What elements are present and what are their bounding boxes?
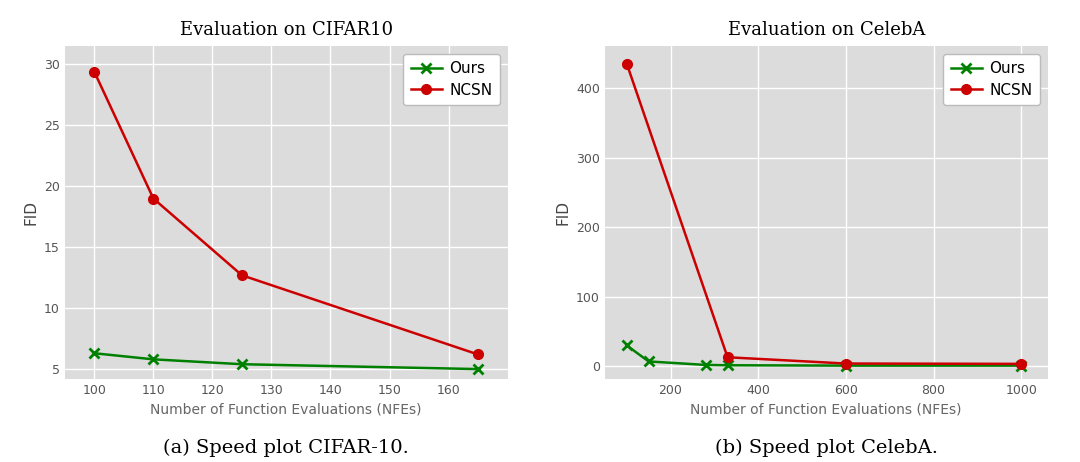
- Legend: Ours, NCSN: Ours, NCSN: [403, 54, 500, 105]
- X-axis label: Number of Function Evaluations (NFEs): Number of Function Evaluations (NFEs): [690, 402, 962, 416]
- X-axis label: Number of Function Evaluations (NFEs): Number of Function Evaluations (NFEs): [150, 402, 422, 416]
- Text: (a) Speed plot CIFAR-10.: (a) Speed plot CIFAR-10.: [163, 438, 409, 457]
- Legend: Ours, NCSN: Ours, NCSN: [943, 54, 1040, 105]
- Title: Evaluation on CIFAR10: Evaluation on CIFAR10: [179, 21, 393, 39]
- Y-axis label: FID: FID: [555, 200, 570, 225]
- Y-axis label: FID: FID: [24, 200, 39, 225]
- Text: (b) Speed plot CelebA.: (b) Speed plot CelebA.: [715, 438, 937, 457]
- Title: Evaluation on CelebA: Evaluation on CelebA: [728, 21, 924, 39]
